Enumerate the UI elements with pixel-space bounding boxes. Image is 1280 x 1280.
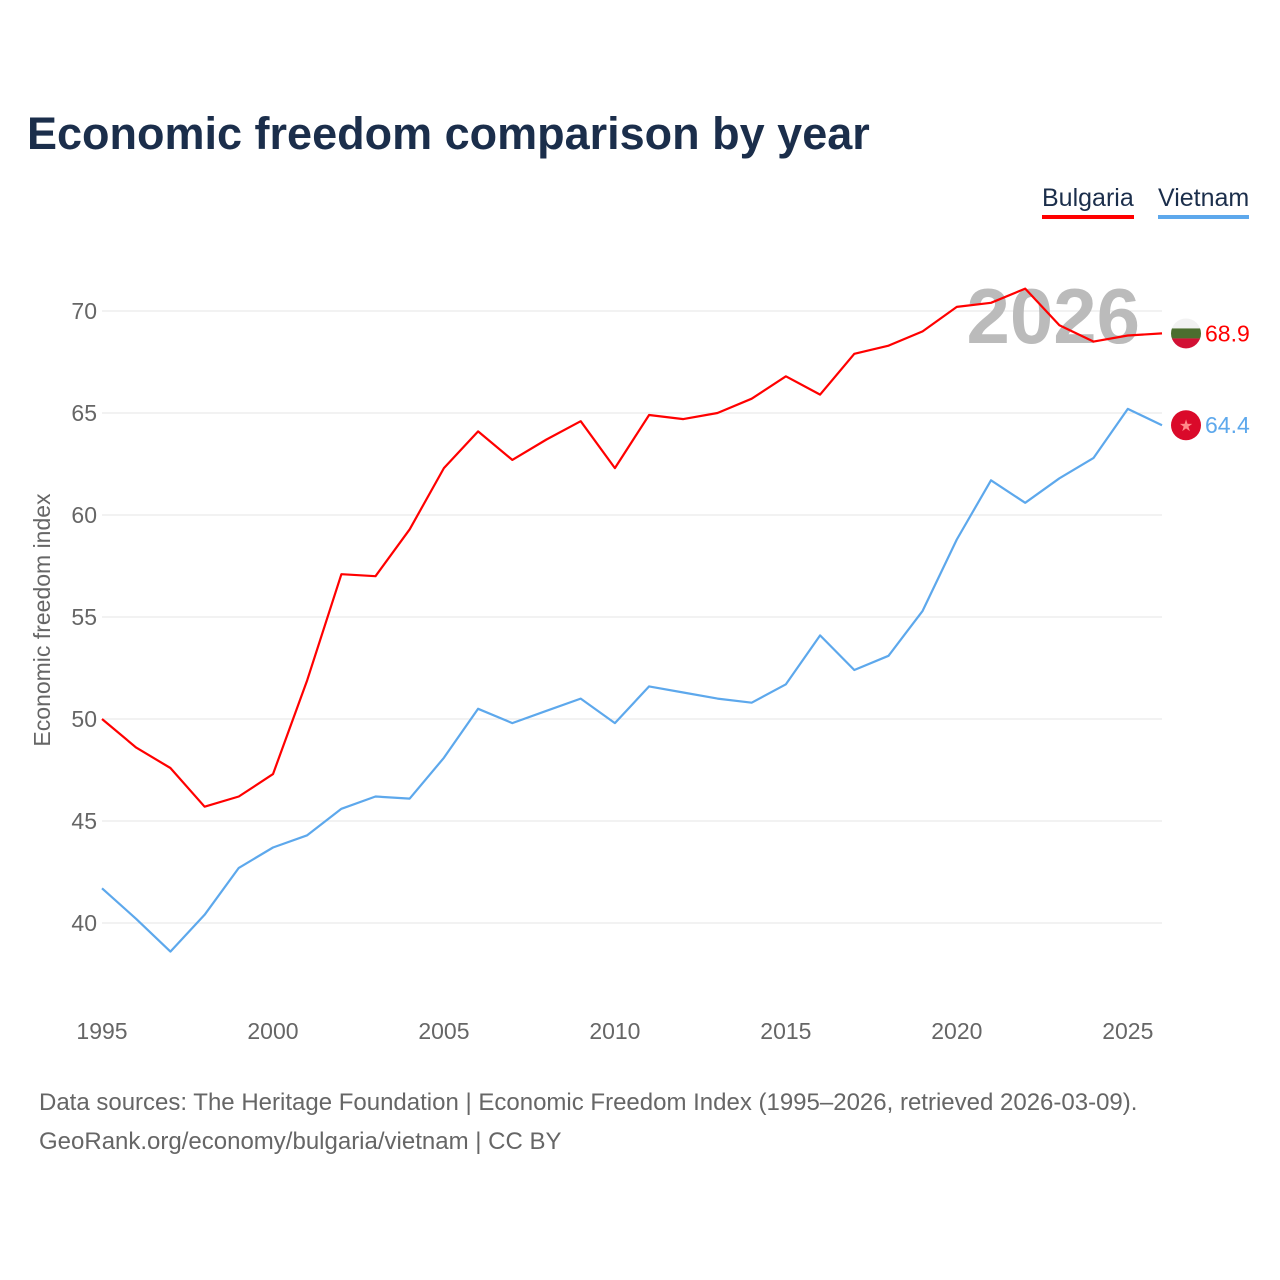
y-tick-label: 70 [71,298,97,324]
end-value-label: 68.9 [1205,320,1250,346]
x-tick-label: 2015 [760,1018,811,1044]
star-icon: ★ [1179,418,1193,435]
year-watermark: 2026 [966,272,1140,360]
y-tick-label: 45 [71,808,97,834]
attribution-link[interactable]: GeoRank.org/economy/bulgaria/vietnam | C… [39,1128,562,1155]
legend-vietnam[interactable]: Vietnam [1158,184,1250,219]
y-tick-label: 55 [71,604,97,630]
x-tick-label: 1995 [76,1018,127,1044]
y-tick-label: 65 [71,400,97,426]
data-source-note: Data sources: The Heritage Foundation | … [39,1089,1138,1116]
legend-bulgaria[interactable]: Bulgaria [1042,184,1134,219]
x-tick-label: 2025 [1102,1018,1153,1044]
flag-green-stripe [1171,328,1201,339]
x-tick-label: 2020 [931,1018,982,1044]
series-line-vietnam [101,407,1163,953]
y-axis-label: Economic freedom index [29,493,55,747]
bulgaria-flag-icon [1171,318,1201,349]
x-tick-label: 2010 [589,1018,640,1044]
series-line-bulgaria [101,287,1163,808]
chart-title: Economic freedom comparison by year [27,108,870,159]
y-tick-label: 50 [71,706,97,732]
x-tick-label: 2005 [418,1018,469,1044]
flag-red-stripe [1171,338,1201,349]
flag-circle [1171,410,1201,441]
flag-stripes [1171,318,1201,349]
y-tick-label: 40 [71,910,97,936]
y-tick-label: 60 [71,502,97,528]
flag-white-stripe [1171,318,1201,329]
vietnam-flag-icon: ★ [1171,410,1201,441]
end-value-label: 64.4 [1205,412,1250,438]
x-tick-label: 2000 [247,1018,298,1044]
